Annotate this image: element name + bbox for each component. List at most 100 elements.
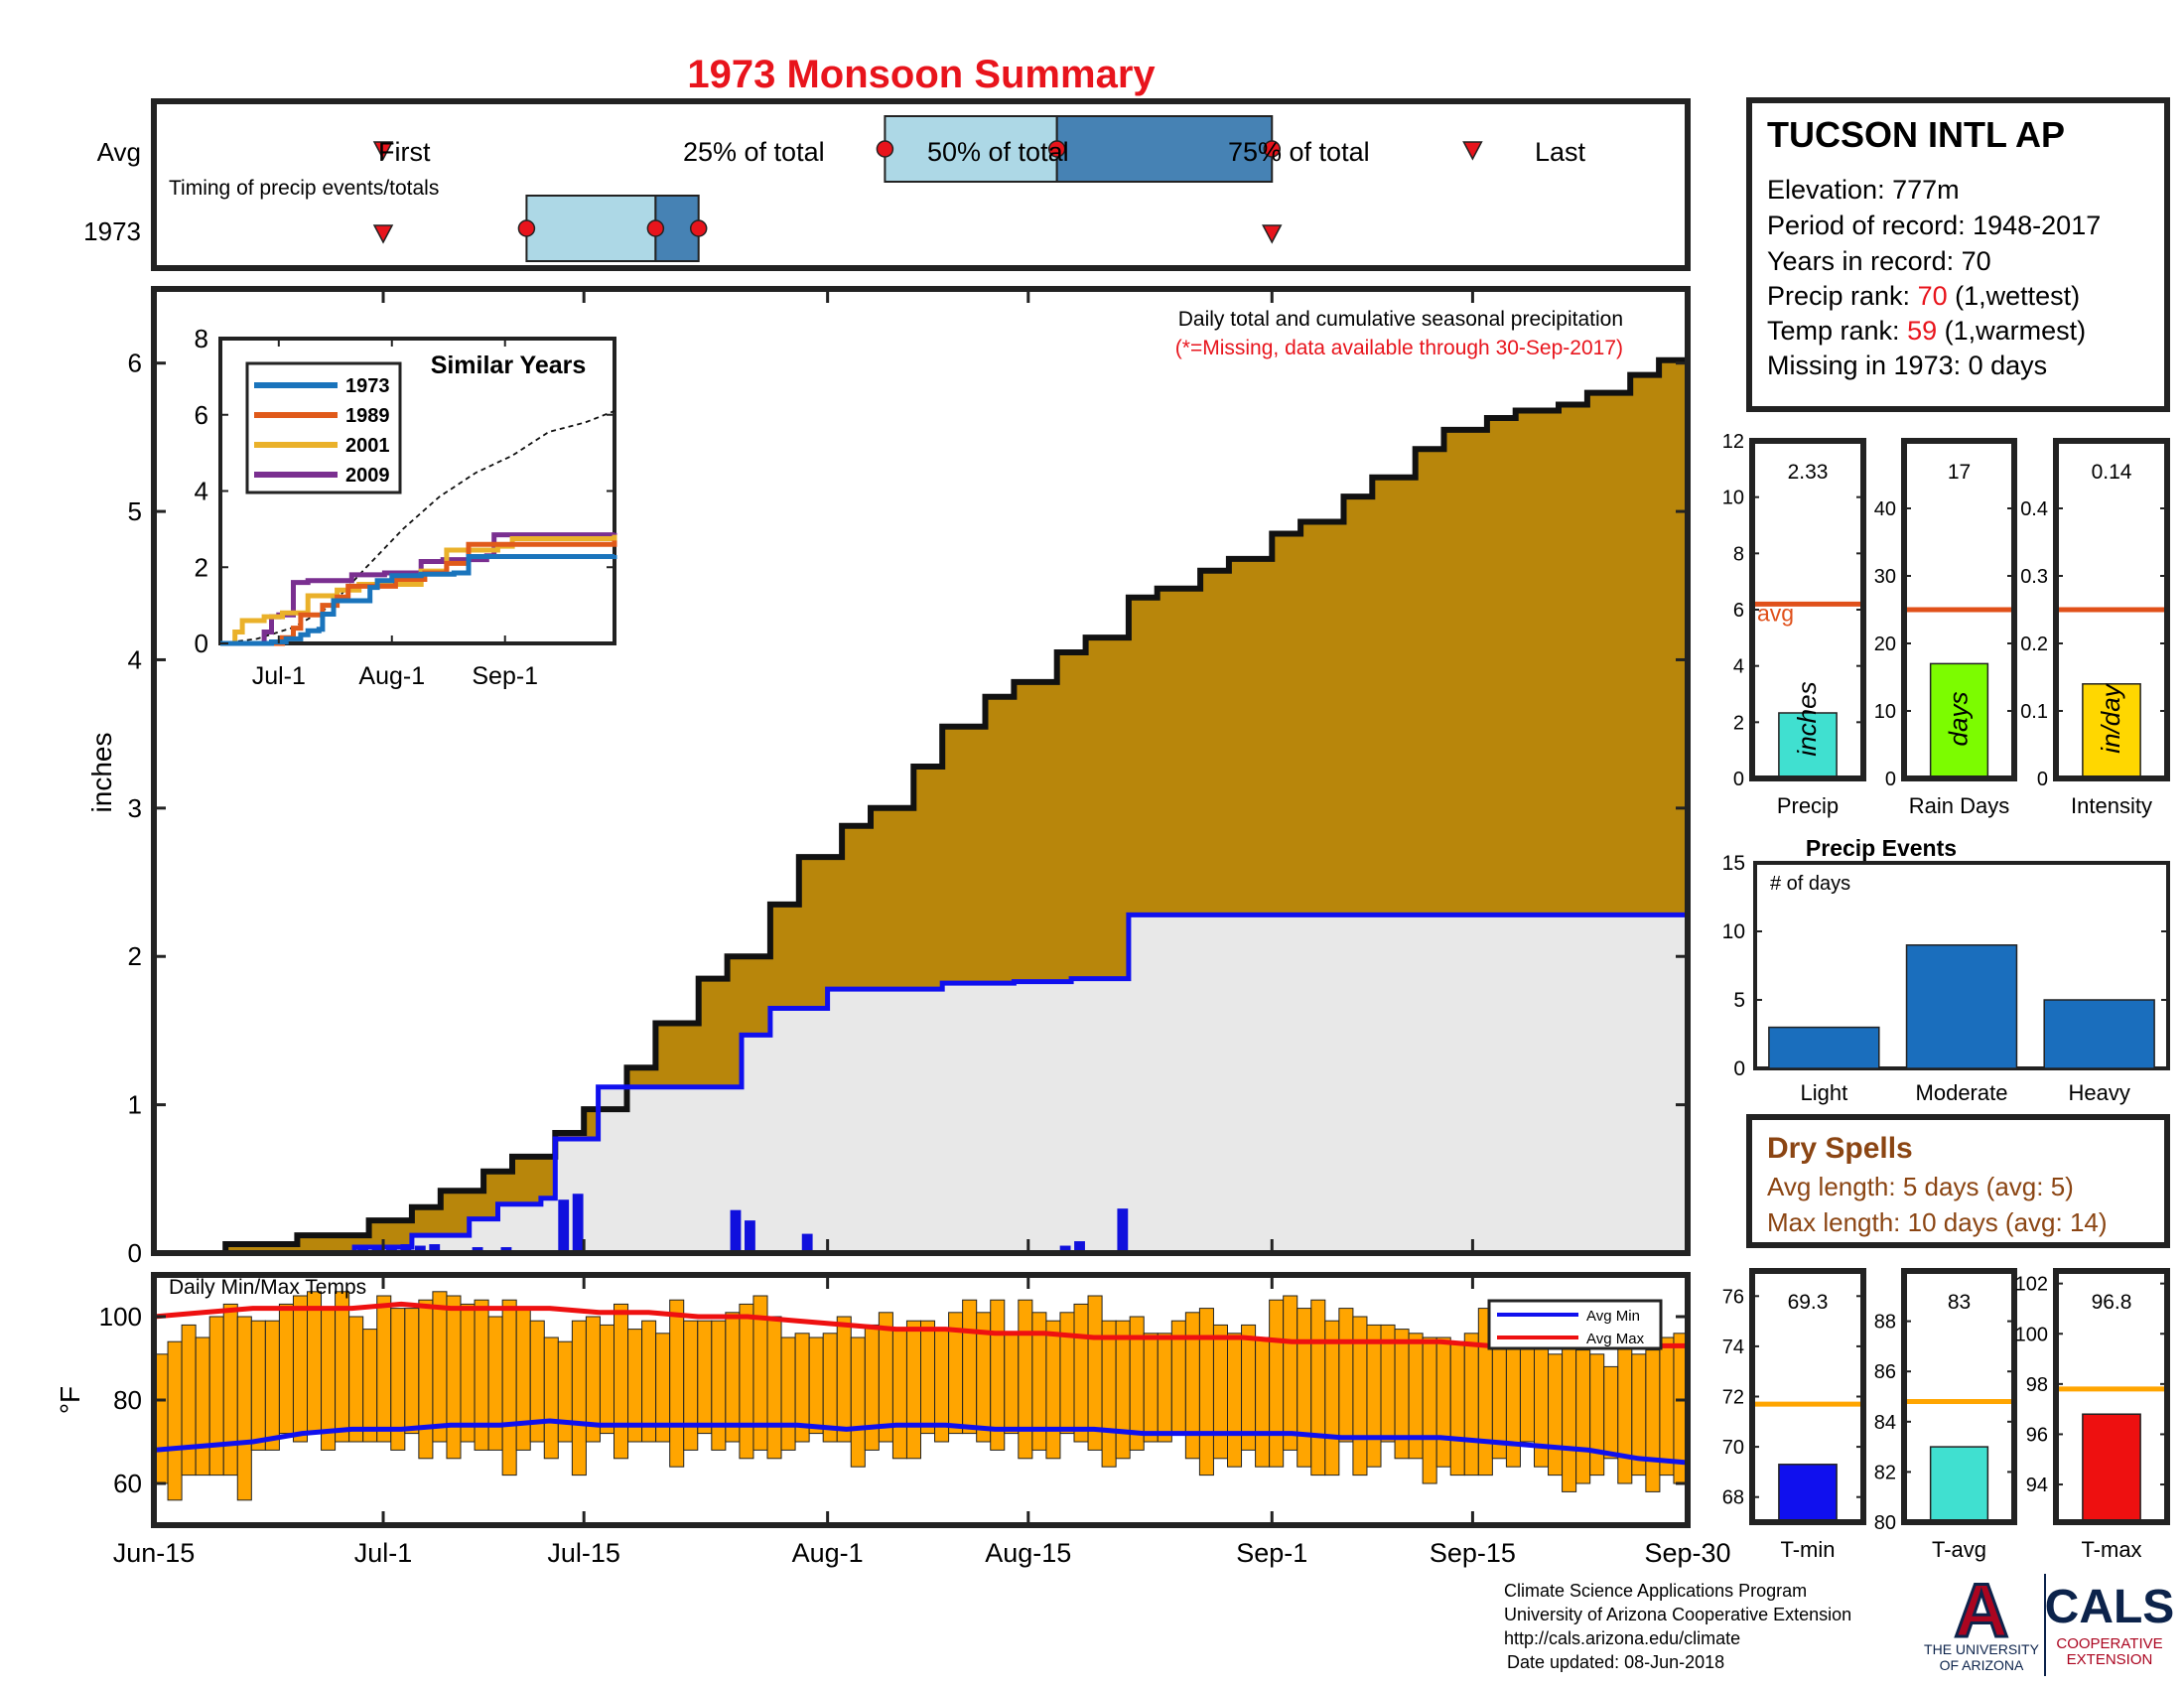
- temp-range-bar: [292, 1295, 309, 1443]
- timing-first-label: First: [378, 137, 431, 167]
- temp-range-bar: [167, 1340, 183, 1501]
- temp-range-bar: [1045, 1320, 1061, 1460]
- year-p25-marker: [517, 219, 536, 237]
- figure-title: 1973 Monsoon Summary: [687, 53, 1156, 96]
- temp-range-bar: [1073, 1303, 1089, 1443]
- avg-max-line: [154, 1301, 1688, 1348]
- temp-range-bar: [1004, 1333, 1020, 1435]
- precip-mini-border: [1749, 438, 1866, 781]
- raindays-mini: days 17 0 10 20 30 40 Rain Days: [1874, 438, 2017, 818]
- avg-p75-marker: [1263, 140, 1282, 158]
- precip-mini-title: Precip: [1777, 793, 1839, 818]
- dry-spells-avg: Avg length: 5 days (avg: 5): [1767, 1172, 2074, 1201]
- temp-range-bar: [487, 1316, 503, 1451]
- temps-chart-title: Daily Min/Max Temps: [169, 1276, 366, 1299]
- timing-caption: Timing of precip events/totals: [169, 177, 439, 200]
- temp-range-bar: [1018, 1299, 1033, 1460]
- tavg-mini-ytick-label: 88: [1874, 1312, 1896, 1334]
- main-ytick-label: 5: [128, 496, 142, 526]
- main-y-axis-label: inches: [86, 733, 117, 813]
- temp-range-bar: [1575, 1349, 1591, 1484]
- temp-range-bar: [264, 1320, 280, 1451]
- footer-line-1: Climate Science Applications Program: [1504, 1581, 1807, 1601]
- raindays-mini-ytick-label: 0: [1885, 769, 1896, 790]
- daily-precip-bar: [745, 1220, 755, 1253]
- intensity-mini-ytick-label: 0.1: [2020, 701, 2048, 723]
- temp-range-bar: [1255, 1336, 1271, 1468]
- tmax-mini-title: T-max: [2081, 1537, 2141, 1562]
- station-info-panel: TUCSON INTL AP Elevation: 777m Period of…: [1746, 97, 2170, 412]
- temp-range-bar: [780, 1336, 796, 1451]
- daily-precip-bar: [1074, 1241, 1085, 1253]
- main-ytick-label: 0: [128, 1238, 142, 1268]
- temp-range-bar: [208, 1316, 224, 1477]
- temp-range-bar: [1617, 1333, 1633, 1484]
- daily-precip-bar: [414, 1245, 426, 1253]
- inset-ytick-label: 4: [195, 477, 208, 506]
- events-bar-moderate: [1905, 944, 2018, 1069]
- temp-range-bar: [1562, 1340, 1577, 1492]
- timing-avg-q50-75: [1055, 115, 1274, 183]
- station-info-frame: [1746, 97, 2170, 412]
- dry-spells-frame: [1746, 1114, 2170, 1248]
- tmin-mini-ytick-label: 68: [1722, 1487, 1744, 1509]
- temp-range-bar: [864, 1324, 880, 1451]
- raindays-mini-ytick-label: 40: [1874, 498, 1896, 520]
- inset-ytick-label: 8: [195, 324, 208, 353]
- tmin-mini-bar: [1778, 1464, 1838, 1523]
- precip-mini-ytick-label: 8: [1733, 543, 1744, 565]
- tavg-mini-border: [1901, 1268, 2017, 1525]
- temp-ytick-label: 80: [113, 1385, 142, 1415]
- avg-min-line: [154, 1418, 1688, 1466]
- timing-50-label: 50% of total: [927, 137, 1069, 167]
- temps-y-axis-label: °F: [55, 1386, 85, 1414]
- temp-range-bar: [850, 1336, 866, 1468]
- inset-series-1989: [220, 540, 617, 646]
- raindays-mini-title: Rain Days: [1909, 793, 2009, 818]
- tavg-mini-ytick-label: 84: [1874, 1412, 1896, 1434]
- main-ytick-label: 2: [128, 941, 142, 971]
- tavg-mini-ytick-label: 80: [1874, 1512, 1896, 1534]
- inset-xtick-label: Aug-1: [358, 662, 425, 690]
- main-ytick-label: 3: [128, 793, 142, 823]
- precip-mini-ytick-label: 0: [1733, 769, 1744, 790]
- temp-range-bar: [1184, 1312, 1200, 1460]
- temp-ytick-label: 60: [113, 1469, 142, 1498]
- temp-range-bar: [614, 1303, 629, 1460]
- avg-cumulative-line: [154, 356, 1688, 1253]
- raindays-mini-ytick-label: 10: [1874, 701, 1896, 723]
- tmin-mini-border: [1749, 1268, 1866, 1525]
- temp-range-bar: [1283, 1295, 1298, 1451]
- intensity-mini-title: Intensity: [2071, 793, 2152, 818]
- precip-mini-bar: [1778, 712, 1838, 779]
- intensity-mini-ytick-label: 0.3: [2020, 566, 2048, 588]
- temp-range-bar: [808, 1336, 824, 1435]
- temp-range-bar: [739, 1303, 754, 1460]
- year-p75-marker: [689, 219, 708, 237]
- inset-legend-label-2009: 2009: [345, 465, 390, 487]
- temp-range-bar: [725, 1312, 741, 1443]
- timing-row-avg-label: Avg: [97, 137, 141, 167]
- cals-wordmark: CALS: [2045, 1581, 2175, 1633]
- events-category-label: Moderate: [1916, 1080, 2008, 1105]
- temp-range-bar: [222, 1303, 238, 1477]
- timing-panel: Avg 1973 Timing of precip events/totals …: [83, 98, 1691, 271]
- daily-precip-bar: [801, 1233, 813, 1253]
- events-y-label: # of days: [1770, 873, 1850, 895]
- timing-year-q25-50: [525, 195, 657, 262]
- dry-spells-max: Max length: 10 days (avg: 14): [1767, 1207, 2108, 1237]
- timing-75-label: 75% of total: [1228, 137, 1370, 167]
- season-date-axis: Jun-15 Jul-1 Jul-15 Aug-1 Aug-15 Sep-1 Sep-15 S…: [113, 1538, 1731, 1568]
- raindays-mini-ytick-label: 20: [1874, 633, 1896, 655]
- daily-precip-bar: [730, 1209, 742, 1253]
- temp-range-bar: [1338, 1308, 1354, 1443]
- events-ytick-label: 15: [1722, 852, 1745, 875]
- station-period: Period of record: 1948-2017: [1767, 211, 2101, 240]
- inset-title: Similar Years: [431, 352, 587, 379]
- summary-mini-charts: avginches2.33024681012Precipdays17010203…: [1722, 431, 2170, 1562]
- daily-precip-bar: [572, 1194, 584, 1253]
- intensity-mini-ytick-label: 0.2: [2020, 633, 2048, 655]
- precip-mini-ytick-label: 2: [1733, 712, 1744, 734]
- avg-p50-marker: [1047, 140, 1066, 158]
